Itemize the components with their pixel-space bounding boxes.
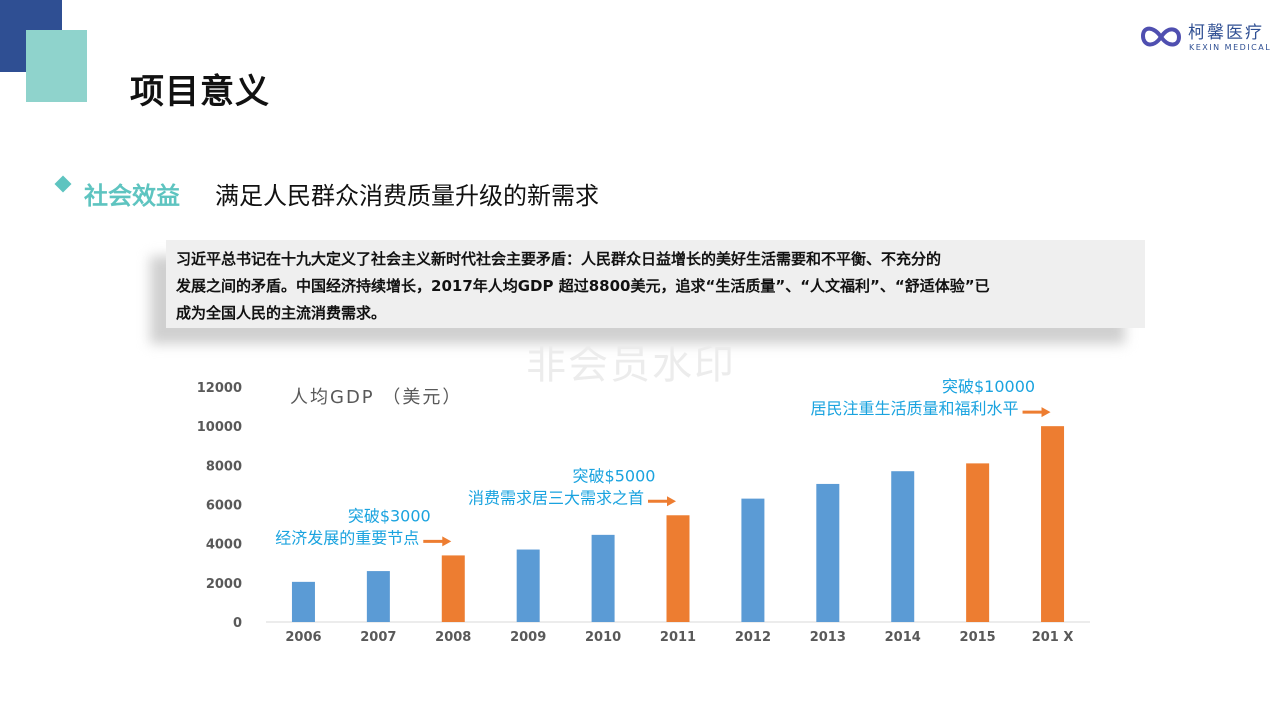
x-tick-label: 2011 xyxy=(660,630,696,645)
x-tick-label: 2013 xyxy=(810,630,846,645)
watermark: 非会员水印 xyxy=(526,342,736,388)
quote-line: 成为全国人民的主流消费需求。 xyxy=(176,304,387,322)
gdp-bar-chart: 0 2000 4000 6000 8000 10000 12000 2006 2007 2008 2… xyxy=(197,377,1090,645)
bar xyxy=(516,549,540,622)
quote-line: 发展之间的矛盾。中国经济持续增长，2017年人均GDP 超过8800美元，追求“… xyxy=(176,277,990,295)
bar xyxy=(291,581,315,622)
bar xyxy=(591,534,615,622)
x-tick-label: 2006 xyxy=(285,630,321,645)
bar xyxy=(891,471,915,622)
bar xyxy=(1041,426,1065,622)
annotation-title: 突破$3000 xyxy=(348,506,431,525)
annotation-arrowhead-icon xyxy=(1041,407,1051,418)
y-tick-label: 4000 xyxy=(206,538,242,553)
bar xyxy=(816,483,840,622)
x-tick-label: 2012 xyxy=(735,630,771,645)
quote-line: 习近平总书记在十九大定义了社会主义新时代社会主要矛盾：人民群众日益增长的美好生活… xyxy=(176,250,942,268)
annotation-arrowhead-icon xyxy=(442,536,452,547)
y-tick-label: 10000 xyxy=(197,420,242,435)
heart-infinity-logo-icon xyxy=(1140,26,1182,47)
y-tick-label: 12000 xyxy=(197,381,242,396)
logo-name-cn: 柯馨医疗 xyxy=(1188,23,1264,43)
chart-title: 人均GDP （美元） xyxy=(290,387,462,408)
y-tick-label: 2000 xyxy=(206,577,242,592)
x-tick-label: 2015 xyxy=(960,630,996,645)
x-tick-label: 2008 xyxy=(435,630,471,645)
section-label: 社会效益 xyxy=(84,182,180,210)
annotation-arrowhead-icon xyxy=(667,496,676,507)
x-tick-label: 2014 xyxy=(885,630,921,645)
y-tick-label: 6000 xyxy=(206,499,242,514)
diamond-bullet-icon xyxy=(54,175,72,193)
page-title: 项目意义 xyxy=(130,72,270,112)
annotation-text: 消费需求居三大需求之首 xyxy=(468,488,644,507)
corner-decoration-teal xyxy=(26,30,87,102)
y-tick-label: 0 xyxy=(233,616,242,631)
bar xyxy=(741,498,765,622)
bar xyxy=(366,571,390,622)
x-tick-label: 2009 xyxy=(510,630,546,645)
x-tick-label: 201 X xyxy=(1032,630,1074,645)
quote-box: 习近平总书记在十九大定义了社会主义新时代社会主要矛盾：人民群众日益增长的美好生活… xyxy=(166,240,1145,328)
bar xyxy=(966,463,990,622)
section-text: 满足人民群众消费质量升级的新需求 xyxy=(215,182,599,210)
annotation-title: 突破$10000 xyxy=(942,377,1035,396)
annotation-text: 居民注重生活质量和福利水平 xyxy=(811,399,1019,418)
x-tick-label: 2010 xyxy=(585,630,621,645)
logo-name-en: KEXIN MEDICAL xyxy=(1189,43,1272,52)
annotation-title: 突破$5000 xyxy=(573,466,656,485)
y-tick-label: 8000 xyxy=(206,459,242,474)
bar xyxy=(666,515,690,622)
annotation-text: 经济发展的重要节点 xyxy=(275,528,419,547)
company-logo: 柯馨医疗 KEXIN MEDICAL xyxy=(1140,18,1275,58)
bar xyxy=(441,555,465,622)
x-tick-label: 2007 xyxy=(360,630,396,645)
